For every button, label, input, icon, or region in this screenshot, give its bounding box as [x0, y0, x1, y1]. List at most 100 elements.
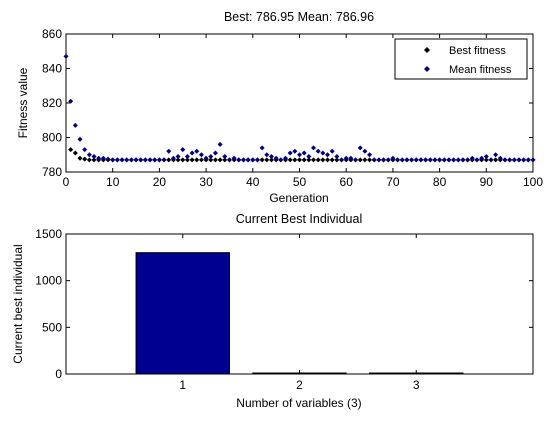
legend-mean-label: Mean fitness [449, 64, 512, 76]
y-tick-label: 1500 [35, 227, 62, 241]
best-individual-ylabel: Current best individual [11, 244, 25, 363]
x-tick-label: 80 [433, 175, 447, 189]
mean-fitness-point [77, 136, 83, 142]
mean-fitness-point [497, 155, 503, 161]
mean-fitness-point [502, 157, 508, 163]
mean-fitness-point [152, 157, 158, 163]
mean-fitness-point [357, 145, 363, 151]
best-fitness-point [311, 157, 317, 163]
mean-fitness-point [367, 152, 373, 158]
mean-fitness-point [446, 157, 452, 163]
mean-fitness-point [474, 157, 480, 163]
mean-fitness-point [465, 157, 471, 163]
legend-box [394, 38, 528, 80]
mean-fitness-point [198, 152, 204, 158]
mean-fitness-point [516, 157, 522, 163]
y-tick-label: 800 [42, 131, 62, 145]
x-tick-label: 30 [199, 175, 213, 189]
best-fitness-point [82, 156, 88, 162]
mean-fitness-point [343, 155, 349, 161]
mean-fitness-point [114, 157, 120, 163]
mean-fitness-point [175, 153, 181, 159]
mean-fitness-point [479, 155, 485, 161]
legend-best-label: Best fitness [449, 45, 506, 57]
fitness-plot-legend: Best fitness Mean fitness [394, 38, 528, 80]
best-fitness-point [357, 157, 363, 163]
mean-fitness-point [455, 157, 461, 163]
x-tick-label: 40 [246, 175, 260, 189]
mean-fitness-point [325, 152, 331, 158]
y-tick-label: 860 [42, 27, 62, 41]
best-fitness-point [217, 157, 223, 163]
mean-fitness-point [432, 157, 438, 163]
x-tick-label: 70 [386, 175, 400, 189]
fitness-plot-ylabel: Fitness value [16, 67, 30, 138]
mean-fitness-point [254, 157, 260, 163]
mean-fitness-point [86, 152, 92, 158]
best-fitness-point [301, 157, 307, 163]
mean-fitness-point [189, 150, 195, 156]
mean-fitness-point [68, 98, 74, 104]
mean-fitness-point [63, 53, 69, 59]
mean-fitness-point [334, 153, 340, 159]
mean-fitness-point [427, 157, 433, 163]
mean-fitness-point [208, 153, 214, 159]
best-fitness-point [329, 157, 335, 163]
mean-fitness-point [507, 157, 513, 163]
bar-variable-3 [369, 372, 464, 375]
mean-fitness-point [460, 157, 466, 163]
bar-variable-2 [252, 372, 347, 375]
mean-fitness-point [72, 122, 78, 128]
mean-fitness-point [511, 157, 517, 163]
mean-fitness-point [91, 153, 97, 159]
x-tick-label: 90 [480, 175, 494, 189]
mean-fitness-point [138, 157, 144, 163]
y-tick-label: 500 [42, 320, 62, 334]
best-fitness-point [166, 157, 172, 163]
mean-fitness-point [493, 152, 499, 158]
mean-fitness-point [423, 157, 429, 163]
best-fitness-point [180, 157, 186, 163]
mean-fitness-point [170, 155, 176, 161]
best-fitness-point [483, 157, 489, 163]
mean-fitness-point [385, 157, 391, 163]
best-fitness-point [367, 157, 373, 163]
mean-fitness-point [418, 157, 424, 163]
mean-fitness-point [311, 145, 317, 151]
mean-fitness-point [245, 157, 251, 163]
best-fitness-point [91, 157, 97, 163]
mean-fitness-point [376, 157, 382, 163]
mean-fitness-point [390, 155, 396, 161]
best-fitness-point [212, 157, 218, 163]
fitness-plot: Best: 786.95 Mean: 786.96 0 10 20 30 40 50 60 7… [16, 10, 543, 205]
best-fitness-point [264, 157, 270, 163]
mean-fitness-point [348, 155, 354, 161]
mean-fitness-point [329, 148, 335, 154]
best-fitness-point [77, 155, 83, 161]
mean-fitness-point [292, 148, 298, 154]
mean-fitness-point [287, 150, 293, 156]
best-fitness-point [198, 157, 204, 163]
best-fitness-point [287, 157, 293, 163]
mean-fitness-point [488, 157, 494, 163]
mean-fitness-point [441, 157, 447, 163]
x-tick-label: 50 [293, 175, 307, 189]
legend-mean-marker-icon [424, 66, 430, 72]
best-fitness-point [208, 157, 214, 163]
mean-fitness-point [409, 157, 415, 163]
mean-fitness-point [250, 157, 256, 163]
best-fitness-point [292, 157, 298, 163]
mean-fitness-point [301, 150, 307, 156]
mean-fitness-point [231, 155, 237, 161]
mean-fitness-point [217, 141, 223, 147]
mean-fitness-point [297, 152, 302, 158]
mean-fitness-point [180, 147, 186, 153]
best-individual-xlabel: Number of variables (3) [236, 396, 361, 410]
mean-fitness-point [259, 145, 265, 151]
x-tick-label: 60 [340, 175, 354, 189]
mean-fitness-point [119, 157, 125, 163]
mean-fitness-point [166, 148, 172, 154]
mean-fitness-point [273, 155, 279, 161]
bar-variable-1 [135, 252, 230, 375]
best-fitness-point [362, 157, 368, 163]
